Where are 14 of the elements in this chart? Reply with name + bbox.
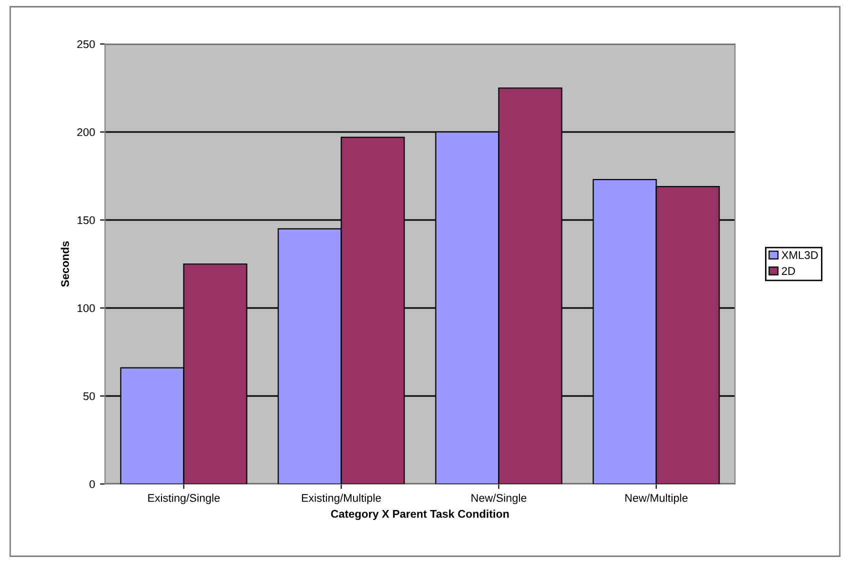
x-tick-label: Existing/Single [148, 494, 220, 504]
x-tick-label: Existing/Multiple [302, 494, 381, 504]
y-axis-title: Seconds [60, 241, 69, 287]
y-tick-label: 150 [78, 216, 95, 224]
x-axis-title: Category X Parent Task Condition [331, 510, 509, 520]
y-tick-label: 0 [90, 480, 95, 488]
x-tick-label: New/Multiple [625, 494, 688, 504]
legend-label: XML3D [782, 251, 818, 260]
y-tick-label: 250 [77, 40, 95, 48]
x-tick-label: New/Single [472, 494, 526, 504]
legend-label: 2D [782, 267, 795, 275]
y-tick-label: 100 [78, 304, 95, 312]
y-tick-label: 200 [77, 128, 95, 136]
y-tick-label: 50 [83, 392, 95, 400]
